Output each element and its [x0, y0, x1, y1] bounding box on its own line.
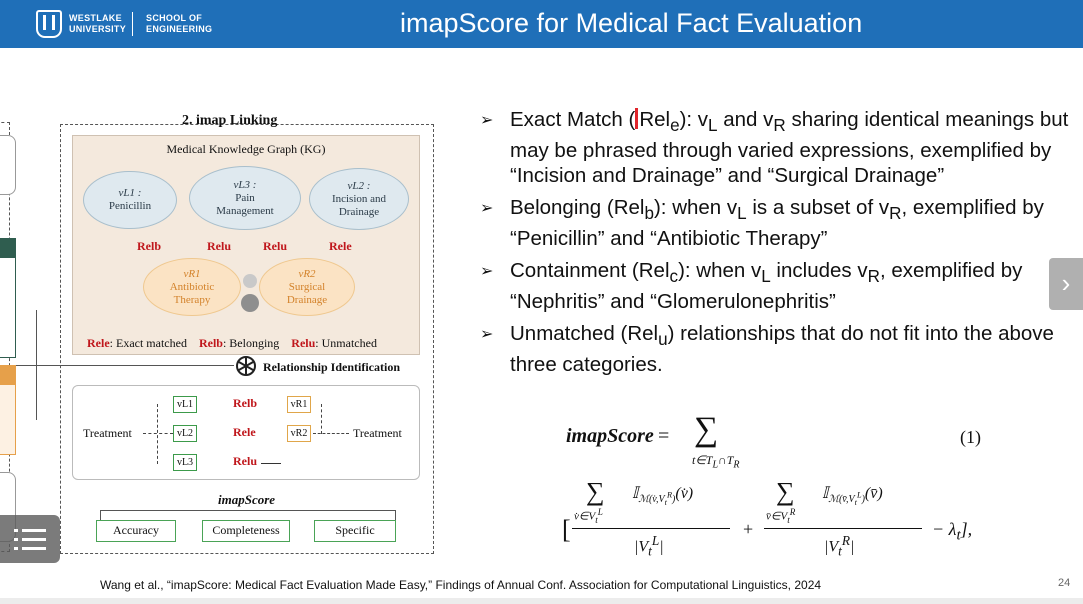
school-line1: SCHOOL OF — [146, 13, 203, 23]
university-logo: WESTLAKE UNIVERSITY SCHOOL OF ENGINEERIN… — [36, 8, 212, 40]
mini-vl2: vL2 — [173, 425, 197, 442]
citation: Wang et al., “imapScore: Medical Fact Ev… — [100, 578, 822, 592]
mini-arrow-3 — [261, 463, 281, 464]
next-slide-button[interactable]: › — [1049, 258, 1083, 310]
slide-header: WESTLAKE UNIVERSITY SCHOOL OF ENGINEERIN… — [0, 0, 1083, 48]
slide-menu-button[interactable] — [0, 515, 60, 563]
left-panel-block-orange — [0, 365, 16, 455]
imapscore-figure-label: imapScore — [218, 492, 276, 507]
imapscore-equation: imapScore = ∑ t∈TL∩TR (1) [ ∑ 𝕀ℳ(v̇,VtR)… — [562, 411, 981, 559]
treatment-left-label: Treatment — [83, 426, 132, 440]
logo-divider — [132, 12, 134, 36]
kg-node-dot-dark — [241, 294, 259, 312]
mini-vl3: vL3 — [173, 454, 197, 471]
mini-vr1: vR1 — [287, 396, 311, 413]
bullet-containment: ➢ Containment (Relc): when vL includes v… — [480, 259, 1023, 314]
sum-symbol-icon: ∑ — [694, 411, 719, 448]
rel-label-1: Relb — [137, 239, 161, 253]
metric-specific: Specific — [314, 520, 396, 542]
rel-label-4: Rele — [329, 239, 352, 253]
knowledge-graph-panel: Medical Knowledge Graph (KG) vL1 : Penic… — [72, 135, 420, 355]
rel-label-2: Relu — [207, 239, 231, 253]
equation-lhs: imapScore — [566, 425, 654, 447]
treatment-linking-panel: Treatment Treatment vL1 Relb vR1 vL2 Rel… — [72, 385, 420, 480]
westlake-logo-icon — [36, 10, 62, 38]
bullet-unmatched: ➢ Unmatched (Relu) relationships that do… — [480, 322, 1054, 377]
relationship-identification-label: Relationship Identification — [263, 360, 401, 374]
text-cursor — [635, 108, 639, 129]
kg-legend: Rele: Exact matched Relb: Belonging Relu… — [87, 336, 377, 350]
equation-number: (1) — [960, 427, 981, 447]
arrow-bullet-icon: ➢ — [480, 326, 494, 344]
slide-title: imapScore for Medical Fact Evaluation — [400, 8, 863, 38]
arrow-bullet-icon: ➢ — [480, 112, 494, 129]
relationship-bullets: ➢ Exact Match (Rele): vL and vR sharing … — [480, 107, 1070, 384]
kg-node-antibiotic-therapy: vR1 Antibiotic Therapy — [143, 258, 241, 316]
mini-vr2: vR2 — [287, 425, 311, 442]
imap-linking-figure: 2. imap Linking Medical Knowledge Graph … — [0, 110, 440, 555]
menu-list-icon — [22, 529, 46, 532]
connector-line — [16, 365, 234, 366]
school-line2: ENGINEERING — [146, 24, 213, 34]
bullet-belonging: ➢ Belonging (Relb): when vL is a subset … — [480, 196, 1044, 251]
kg-node-incision-drainage: vL2 : Incision and Drainage — [309, 168, 409, 230]
kg-node-pain-management: vL3 : Pain Management — [189, 166, 301, 230]
mini-rel-3: Relu — [233, 454, 257, 468]
arrow-bullet-icon: ➢ — [480, 200, 494, 218]
metric-accuracy: Accuracy — [96, 520, 176, 542]
chevron-right-icon: › — [1061, 268, 1071, 298]
treatment-right-label: Treatment — [353, 426, 402, 440]
arrow-bullet-icon: ➢ — [480, 263, 494, 281]
mini-rel-1: Relb — [233, 396, 257, 410]
mini-rel-2: Rele — [233, 425, 256, 439]
kg-node-penicillin: vL1 : Penicillin — [83, 171, 177, 229]
kg-node-surgical-drainage: vR2 Surgical Drainage — [259, 258, 355, 316]
university-line2: UNIVERSITY — [69, 24, 127, 34]
figure-section-title: 2. imap Linking — [182, 113, 278, 128]
mini-vl1: vL1 — [173, 396, 197, 413]
imap-linking-dashed-frame — [60, 124, 434, 554]
kg-node-dot — [243, 274, 257, 288]
kg-title: Medical Knowledge Graph (KG) — [166, 142, 326, 156]
metric-completeness: Completeness — [202, 520, 290, 542]
university-line1: WESTLAKE — [69, 13, 122, 23]
connector-vertical — [36, 310, 37, 420]
openai-logo-icon — [234, 354, 258, 378]
bottom-bar — [0, 598, 1083, 604]
rel-label-3: Relu — [263, 239, 287, 253]
bullet-exact-match: ➢ Exact Match (Rele): vL and vR sharing … — [480, 108, 1069, 188]
left-panel-block-green — [0, 238, 16, 358]
page-number: 24 — [1058, 577, 1071, 589]
left-panel-block-top — [0, 135, 16, 195]
